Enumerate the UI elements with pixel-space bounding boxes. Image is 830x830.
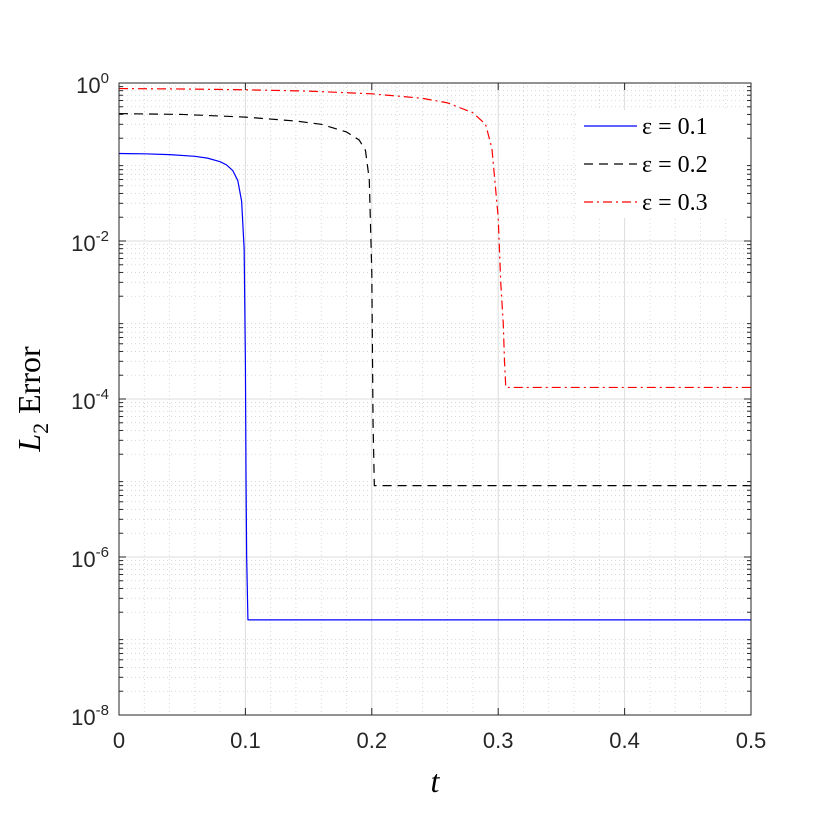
legend: ε = 0.1 ε = 0.2 ε = 0.3 [578, 110, 744, 218]
x-tick-label: 0.5 [736, 728, 767, 753]
tick-marks [118, 82, 752, 716]
legend-label-1: ε = 0.1 [642, 114, 708, 140]
x-tick-labels: 0 0.1 0.2 0.3 0.4 0.5 [113, 728, 766, 753]
series-line-2 [118, 112, 751, 487]
legend-label-3: ε = 0.3 [642, 190, 708, 216]
series-line-3 [118, 87, 751, 389]
x-tick-label: 0.4 [609, 728, 640, 753]
x-tick-label: 0.2 [357, 728, 388, 753]
y-tick-label: 10-6 [71, 544, 109, 572]
x-axis-label: t [431, 763, 441, 799]
y-axis-label: L2Error [11, 346, 53, 453]
series-group [118, 87, 751, 621]
x-tick-label: 0 [113, 728, 125, 753]
legend-label-2: ε = 0.2 [642, 152, 708, 178]
y-tick-labels: 10-8 10-6 10-4 10-2 100 [71, 70, 109, 730]
series-line-1 [118, 152, 751, 621]
y-tick-label: 10-2 [71, 228, 109, 256]
x-tick-label: 0.3 [483, 728, 514, 753]
y-tick-label: 10-4 [71, 386, 109, 414]
x-tick-label: 0.1 [230, 728, 261, 753]
y-tick-label: 10-8 [71, 702, 109, 730]
y-tick-label: 100 [76, 70, 109, 98]
